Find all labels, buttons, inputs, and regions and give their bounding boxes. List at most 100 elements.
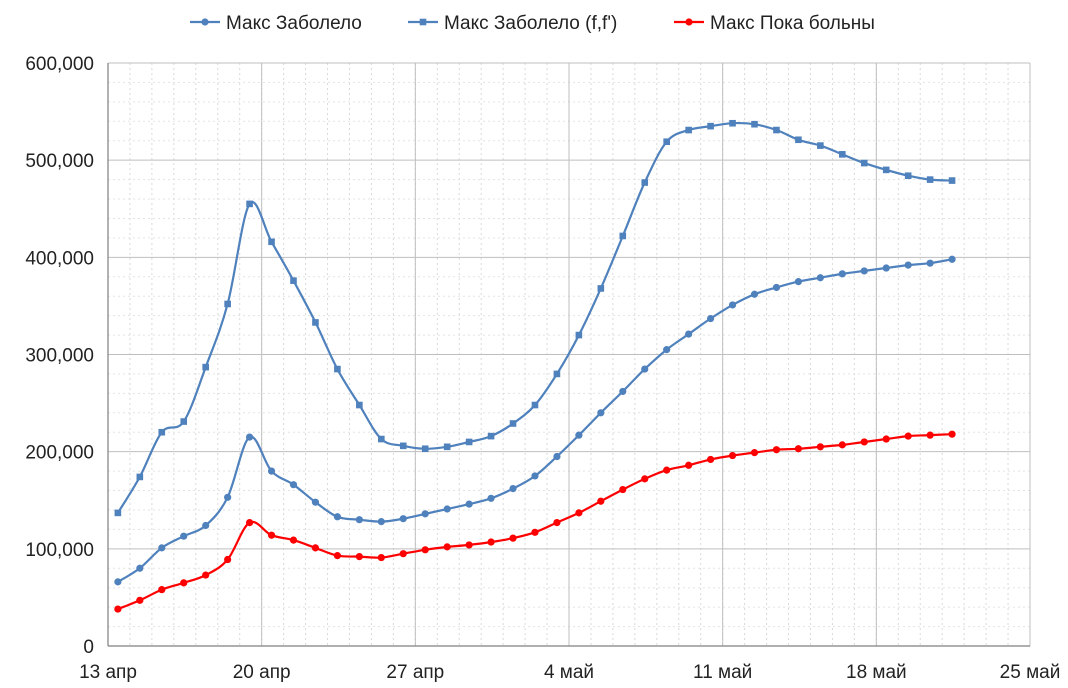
data-point — [180, 418, 188, 425]
data-point — [333, 552, 342, 560]
data-point — [136, 473, 144, 481]
data-point — [531, 528, 539, 536]
data-point — [465, 541, 473, 549]
data-point — [575, 431, 583, 439]
y-tick-label: 600,000 — [25, 54, 94, 75]
data-point — [772, 283, 781, 292]
data-point — [904, 261, 912, 269]
data-point — [421, 510, 429, 518]
data-point — [839, 151, 846, 158]
legend-item: Макс Заболело (f,f') — [408, 13, 617, 34]
y-tick-label: 100,000 — [25, 540, 94, 561]
data-point — [860, 159, 868, 167]
series-line — [117, 433, 953, 611]
data-point — [882, 264, 890, 272]
data-point — [773, 126, 780, 134]
data-point — [860, 438, 868, 446]
legend-swatch-marker — [419, 18, 427, 26]
legend-label: Макс Пока больны — [710, 13, 875, 34]
data-point — [399, 442, 407, 450]
data-point — [114, 605, 122, 613]
data-point — [838, 441, 846, 449]
data-point — [904, 432, 912, 440]
data-point — [180, 579, 188, 587]
data-point — [706, 455, 715, 464]
legend: Макс Заболело Макс Заболело (f,f') Макс По… — [190, 13, 875, 34]
data-point — [224, 555, 232, 564]
data-point — [443, 505, 451, 513]
data-point — [509, 420, 517, 427]
axes — [107, 63, 1030, 647]
data-point — [421, 546, 429, 554]
data-point — [816, 274, 824, 282]
data-point — [465, 500, 473, 508]
data-point — [926, 259, 934, 267]
data-point — [224, 300, 231, 308]
data-point — [948, 255, 956, 263]
data-point — [619, 232, 627, 240]
data-point — [267, 467, 276, 475]
data-point — [377, 518, 385, 526]
x-axis-tick-labels: 13 апр 20 апр 27 апр 4 май 11 май 18 май 25 ма… — [79, 662, 1060, 683]
data-point — [860, 267, 868, 275]
legend-label: Макс Заболело (f,f') — [444, 13, 617, 34]
y-tick-label: 300,000 — [25, 346, 94, 367]
data-point — [795, 136, 802, 144]
data-point — [838, 270, 846, 278]
x-tick-label: 20 апр — [233, 662, 291, 683]
data-point — [378, 435, 385, 443]
y-tick-label: 0 — [83, 637, 94, 658]
data-point — [597, 285, 605, 292]
data-point — [443, 443, 451, 451]
x-tick-label: 18 май — [846, 662, 907, 683]
data-point — [465, 438, 473, 446]
legend-swatch-marker — [201, 18, 209, 26]
data-point — [685, 461, 693, 469]
data-point — [553, 452, 561, 461]
data-point — [597, 497, 605, 505]
data-point — [311, 544, 320, 552]
data-point — [334, 365, 341, 373]
data-point — [663, 346, 671, 354]
data-point — [750, 290, 759, 298]
legend-swatch-marker — [685, 18, 693, 26]
data-point — [685, 126, 692, 134]
data-point — [706, 314, 715, 323]
x-tick-label: 13 апр — [79, 662, 137, 683]
data-point — [619, 387, 627, 396]
data-point — [597, 409, 605, 417]
data-point — [685, 330, 693, 338]
series-3 — [114, 430, 956, 613]
data-point — [619, 485, 627, 494]
data-point — [575, 509, 583, 517]
data-point — [246, 200, 253, 208]
data-point — [948, 177, 956, 184]
data-point — [290, 277, 297, 284]
data-point — [948, 430, 956, 438]
data-point — [509, 484, 517, 493]
data-point — [882, 435, 890, 443]
legend-item: Макс Заболело — [190, 13, 362, 34]
data-point — [707, 122, 714, 130]
data-point — [312, 319, 319, 326]
data-point — [487, 538, 495, 546]
data-point — [531, 472, 539, 480]
y-tick-label: 500,000 — [25, 151, 94, 172]
data-point — [816, 443, 824, 451]
data-point — [377, 553, 385, 562]
data-point — [794, 278, 803, 286]
data-point — [114, 509, 122, 517]
data-point — [202, 571, 210, 579]
data-point — [333, 513, 342, 521]
data-point — [114, 578, 122, 586]
data-point — [136, 596, 144, 604]
series-1 — [114, 255, 956, 586]
y-axis-tick-labels: 0 100,000 200,000 300,000 400,000 500,000 600,… — [25, 54, 94, 658]
data-point — [663, 466, 671, 474]
series-line — [116, 121, 953, 514]
data-point — [136, 564, 144, 572]
data-point — [794, 445, 803, 453]
data-point — [289, 536, 298, 544]
x-tick-label: 25 май — [1000, 662, 1061, 683]
